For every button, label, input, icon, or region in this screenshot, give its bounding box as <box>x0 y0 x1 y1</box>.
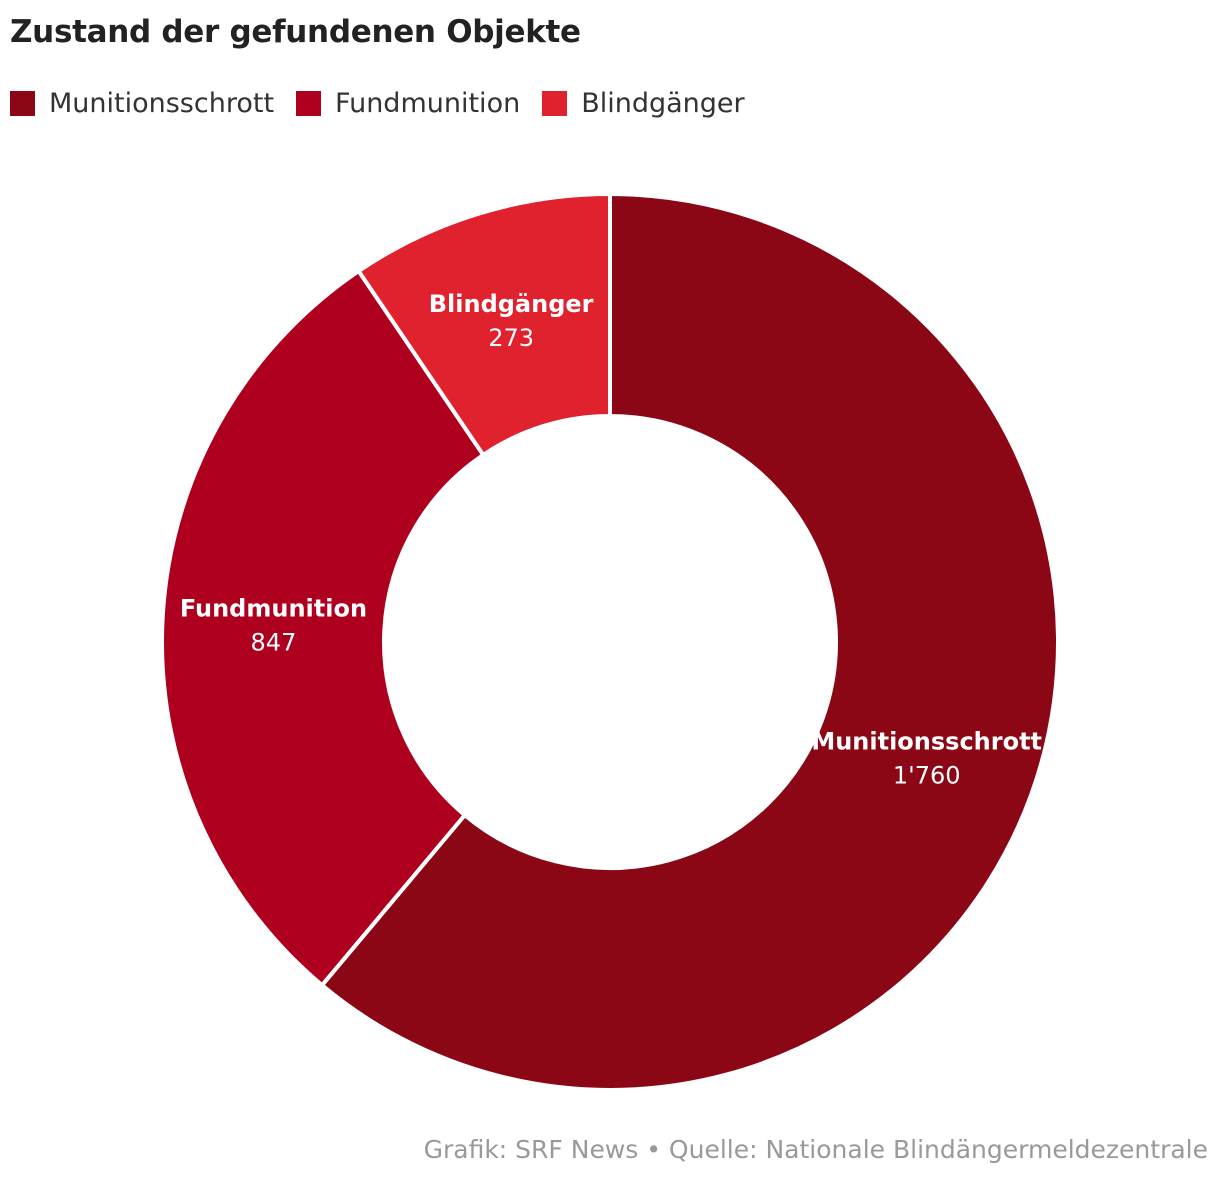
donut-slices <box>160 191 1060 1092</box>
legend-label-blindganger: Blindgänger <box>581 88 745 119</box>
legend-item-fundmunition[interactable]: Fundmunition <box>296 88 520 119</box>
slice-value-munitionsschrott: 1'760 <box>893 761 961 789</box>
legend-label-munitionsschrott: Munitionsschrott <box>49 88 275 119</box>
slice-label-munitionsschrott: Munitionsschrott <box>811 727 1042 755</box>
slice-value-fundmunition: 847 <box>251 629 297 657</box>
legend-swatch-munitionsschrott <box>10 91 35 116</box>
legend-swatch-fundmunition <box>296 91 322 116</box>
slice-blindganger[interactable] <box>355 191 612 458</box>
chart-title: Zustand der gefundenen Objekte <box>10 14 581 50</box>
slice-fundmunition[interactable] <box>160 268 486 989</box>
legend-item-blindganger[interactable]: Blindgänger <box>542 88 745 119</box>
slice-label-blindganger: Blindgänger <box>429 290 594 318</box>
slice-value-blindganger: 273 <box>488 324 534 352</box>
legend: Munitionsschrott Fundmunition Blindgänge… <box>10 88 745 119</box>
donut-labels: Munitionsschrott 1'760 Fundmunition 847 Blin… <box>180 290 1042 789</box>
legend-label-fundmunition: Fundmunition <box>335 88 521 119</box>
slice-label-fundmunition: Fundmunition <box>180 595 367 623</box>
legend-item-munitionsschrott[interactable]: Munitionsschrott <box>10 88 274 119</box>
source-credit: Grafik: SRF News • Quelle: Nationale Bli… <box>423 1135 1208 1164</box>
legend-swatch-blindganger <box>542 91 568 116</box>
slice-munitionsschrott[interactable] <box>319 191 1060 1092</box>
